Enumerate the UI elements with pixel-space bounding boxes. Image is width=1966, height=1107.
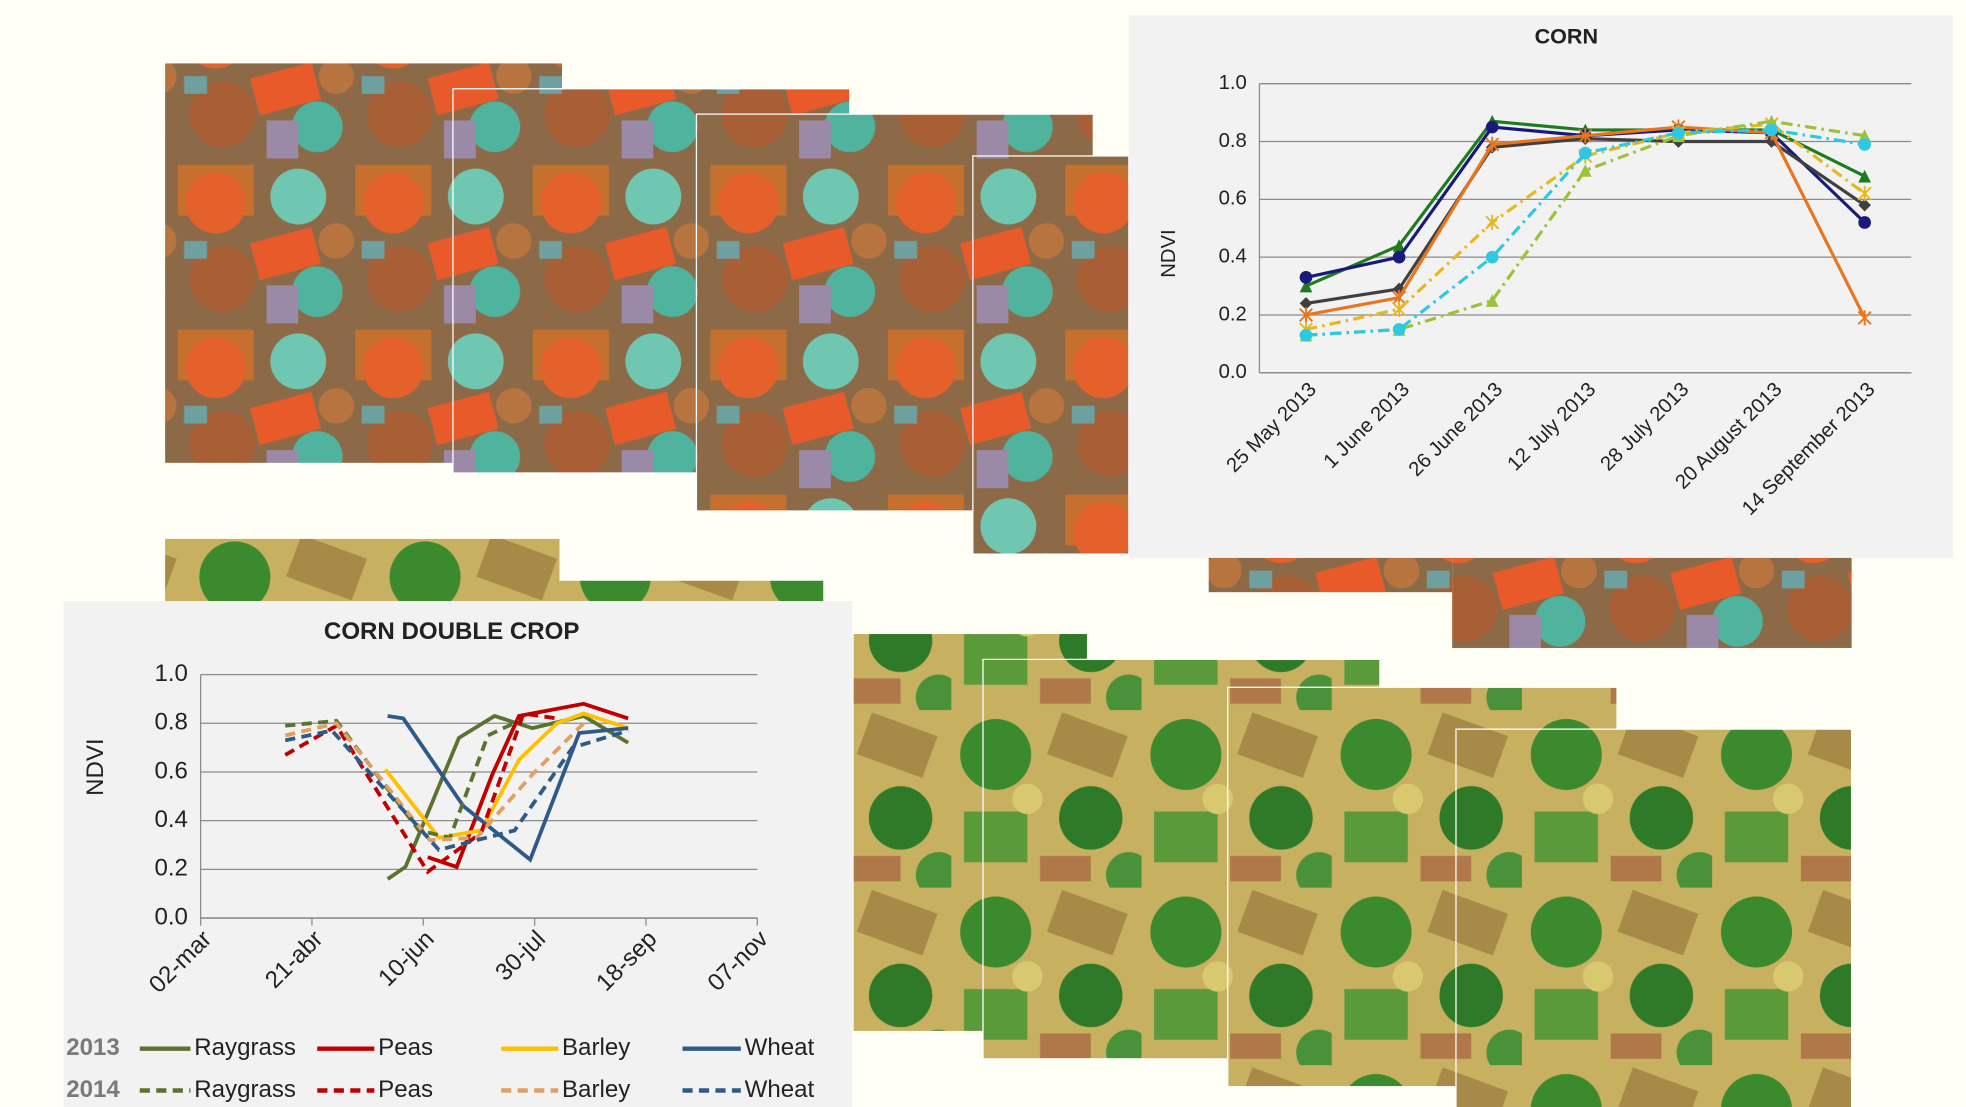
marker xyxy=(1393,251,1406,264)
marker xyxy=(1765,124,1778,137)
legend-label: Raygrass xyxy=(194,1034,296,1061)
ndvi-image xyxy=(165,539,559,602)
marker xyxy=(1393,323,1406,336)
legend-group-label: 2014 xyxy=(66,1076,120,1103)
y-tick-label: 1.0 xyxy=(1219,72,1247,94)
legend-label: Peas xyxy=(378,1034,433,1061)
legend-label: Barley xyxy=(562,1034,630,1061)
chart-panel xyxy=(1129,15,1953,558)
y-tick-label: 1.0 xyxy=(154,660,187,687)
y-axis-label: NDVI xyxy=(82,738,109,796)
y-tick-label: 0.8 xyxy=(154,709,187,736)
marker xyxy=(1858,216,1871,229)
false-color-image xyxy=(1209,554,1452,592)
y-tick-label: 0.6 xyxy=(154,757,187,784)
y-tick-label: 0.2 xyxy=(154,855,187,882)
legend-label: Raygrass xyxy=(194,1076,296,1103)
legend-label: Peas xyxy=(378,1076,433,1103)
legend-label: Barley xyxy=(562,1076,630,1103)
marker xyxy=(1486,121,1499,134)
marker xyxy=(1579,147,1592,160)
marker xyxy=(1486,251,1499,264)
y-tick-label: 0.0 xyxy=(154,903,187,930)
false-color-image xyxy=(973,156,1129,554)
marker xyxy=(1300,271,1313,284)
y-tick-label: 0.0 xyxy=(1219,361,1247,383)
y-tick-label: 0.8 xyxy=(1219,130,1247,152)
y-tick-label: 0.4 xyxy=(154,806,187,833)
chart-title: CORN DOUBLE CROP xyxy=(324,618,580,645)
marker xyxy=(1672,126,1685,139)
legend-group-label: 2013 xyxy=(66,1034,120,1061)
legend-label: Wheat xyxy=(745,1034,815,1061)
y-axis-label: NDVI xyxy=(1158,229,1180,277)
chart-title: CORN xyxy=(1535,24,1598,49)
marker xyxy=(1300,329,1313,342)
y-tick-label: 0.6 xyxy=(1219,188,1247,210)
ndvi-image xyxy=(1456,729,1852,1107)
figure: CORN NDVI CORN DOUBLE CROP NDVI 0.0 0.2 0.… xyxy=(0,0,1966,1107)
legend-label: Wheat xyxy=(745,1076,815,1103)
y-tick-label: 0.2 xyxy=(1219,303,1247,325)
y-tick-label: 0.4 xyxy=(1219,246,1247,268)
page: CORN NDVI CORN DOUBLE CROP NDVI 0.0 0.2 0.… xyxy=(0,0,1966,1107)
false-color-image xyxy=(1452,554,1851,648)
marker xyxy=(1858,138,1871,151)
